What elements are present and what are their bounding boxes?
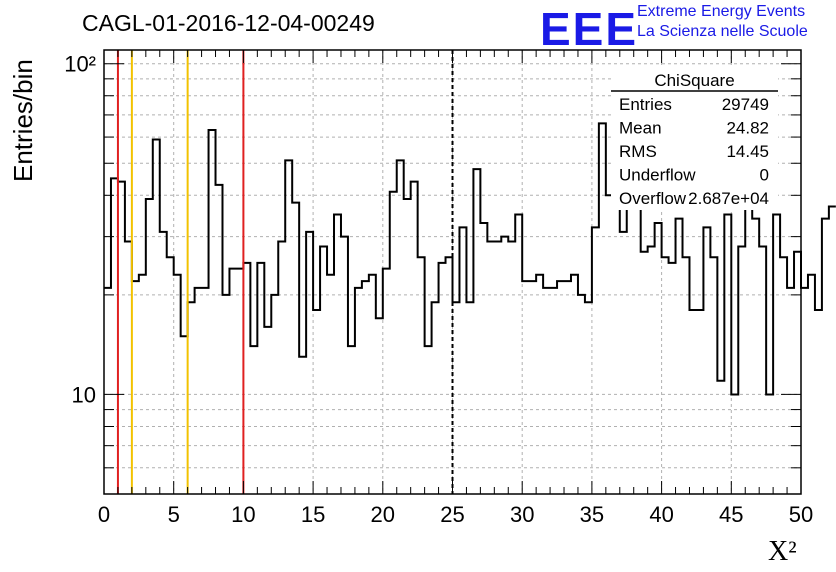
- stats-value-mean: 24.82: [726, 119, 769, 138]
- histogram-outline: [104, 122, 836, 396]
- stats-value-rms: 14.45: [726, 142, 769, 161]
- x-tick-label: 10: [231, 502, 255, 527]
- x-tick-label: 15: [301, 502, 325, 527]
- stats-value-underflow: 0: [760, 166, 769, 185]
- plot-title: CAGL-01-2016-12-04-00249: [82, 10, 375, 36]
- x-tick-label: 5: [168, 502, 180, 527]
- logo-text-line1: Extreme Energy Events: [637, 3, 806, 20]
- stats-value-entries: 29749: [722, 95, 769, 114]
- stats-label-underflow: Underflow: [619, 166, 696, 185]
- stats-value-overflow: 2.687e+04: [688, 189, 769, 208]
- x-tick-label: 25: [440, 502, 464, 527]
- stats-label-rms: RMS: [619, 142, 657, 161]
- x-tick-label: 35: [580, 502, 604, 527]
- x-tick-label: 30: [510, 502, 534, 527]
- x-tick-label: 50: [789, 502, 813, 527]
- y-axis-label: Entries/bin: [8, 59, 38, 182]
- x-tick-label: 0: [98, 502, 110, 527]
- x-tick-label: 45: [719, 502, 743, 527]
- stats-label-mean: Mean: [619, 119, 662, 138]
- x-tick-label: 20: [371, 502, 395, 527]
- stats-label-overflow: Overflow: [619, 189, 687, 208]
- x-axis-label: X²: [768, 536, 797, 567]
- stats-label-entries: Entries: [619, 95, 672, 114]
- eee-logo: EEE: [540, 3, 639, 55]
- stats-box-name: ChiSquare: [654, 71, 734, 90]
- y-tick-label: 10: [72, 382, 96, 407]
- logo-text-line2: La Scienza nelle Scuole: [637, 23, 808, 40]
- y-tick-label: 10²: [64, 52, 96, 77]
- stats-box: [611, 66, 778, 210]
- x-tick-label: 40: [649, 502, 673, 527]
